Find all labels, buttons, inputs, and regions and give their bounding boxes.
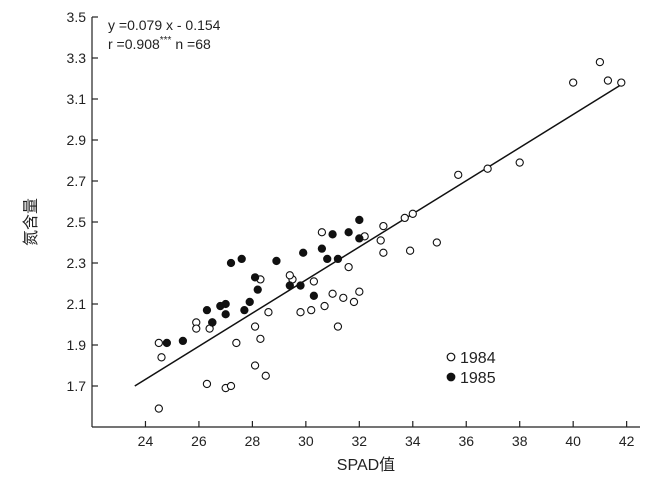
data-point-1984 — [317, 228, 327, 237]
data-point-1984 — [355, 287, 364, 296]
data-point-1984 — [408, 209, 417, 218]
data-point-1985 — [253, 285, 262, 294]
data-point-1984 — [154, 404, 163, 413]
n-value: n =68 — [171, 36, 211, 52]
legend: 1984 1985 — [446, 350, 496, 387]
data-point-1984 — [379, 248, 388, 257]
x-axis-ticks: 24 26 28 30 32 34 36 38 40 42 — [138, 421, 635, 449]
y-axis-title: 氮含量 — [22, 198, 40, 246]
y-tick-label: 2.5 — [67, 214, 87, 230]
data-point-1984 — [307, 305, 316, 315]
data-point-1985 — [323, 254, 332, 264]
data-point-1984 — [157, 353, 166, 362]
data-point-1984 — [202, 379, 212, 389]
data-point-1984 — [400, 213, 409, 223]
x-tick-label: 36 — [458, 433, 474, 449]
data-point-1984 — [569, 78, 578, 87]
data-point-1984 — [320, 301, 329, 311]
data-point-1984 — [264, 308, 273, 317]
y-tick-label: 3.1 — [67, 91, 87, 107]
data-points — [154, 57, 626, 413]
data-point-1984 — [595, 57, 605, 67]
data-point-1985 — [250, 273, 260, 282]
legend-label-1984: 1984 — [460, 350, 496, 367]
x-tick-label: 26 — [191, 433, 207, 449]
legend-label-1985: 1985 — [460, 370, 496, 387]
data-point-1984 — [256, 334, 265, 343]
data-point-1985 — [162, 338, 171, 348]
y-tick-label: 1.9 — [67, 337, 87, 353]
data-point-1985 — [328, 230, 337, 239]
data-point-1984 — [232, 338, 241, 348]
x-tick-label: 42 — [619, 433, 635, 449]
data-point-1984 — [405, 246, 415, 255]
data-point-1984 — [261, 371, 270, 380]
data-point-1985 — [296, 281, 305, 290]
y-tick-label: 2.1 — [67, 296, 87, 312]
data-point-1985 — [309, 291, 319, 300]
data-point-1984 — [296, 308, 305, 317]
data-point-1985 — [317, 244, 327, 253]
data-point-1984 — [617, 78, 626, 87]
y-axis-ticks: 1.7 1.9 2.1 2.3 2.5 2.7 2.9 3.1 3.3 3.5 — [67, 9, 98, 394]
data-point-1985 — [344, 228, 353, 237]
data-point-1984 — [226, 381, 236, 391]
data-point-1984 — [432, 238, 441, 247]
data-point-1984 — [339, 293, 348, 302]
x-tick-label: 38 — [512, 433, 528, 449]
correlation-text: r =0.908*** n =68 — [108, 35, 211, 52]
data-point-1984 — [250, 361, 260, 370]
data-point-1985 — [178, 336, 188, 346]
y-tick-label: 1.7 — [67, 378, 87, 394]
data-point-1985 — [221, 299, 230, 309]
data-point-1984 — [379, 221, 388, 231]
x-tick-label: 34 — [405, 433, 421, 449]
data-point-1985 — [333, 254, 343, 264]
data-point-1984 — [376, 236, 385, 245]
data-point-1984 — [154, 338, 163, 348]
data-point-1984 — [250, 322, 260, 331]
x-tick-label: 32 — [352, 433, 368, 449]
y-tick-label: 2.7 — [67, 173, 87, 189]
data-point-1984 — [515, 158, 524, 167]
significance-stars: *** — [160, 35, 172, 46]
y-tick-label: 3.3 — [67, 50, 87, 66]
y-tick-label: 2.3 — [67, 255, 87, 271]
regression-line — [134, 84, 622, 387]
equation-text: y =0.079 x - 0.154 — [108, 17, 221, 33]
data-point-1984 — [483, 164, 492, 173]
x-tick-label: 40 — [565, 433, 581, 449]
data-point-1985 — [272, 256, 281, 266]
data-point-1984 — [349, 297, 359, 307]
x-axis-title: SPAD值 — [337, 456, 395, 474]
data-point-1985 — [355, 215, 364, 225]
data-point-1985 — [285, 281, 294, 290]
data-point-1984 — [285, 271, 294, 280]
data-point-1985 — [240, 305, 249, 315]
data-point-1985 — [299, 248, 308, 257]
data-point-1984 — [344, 262, 353, 272]
data-point-1985 — [355, 234, 364, 243]
x-tick-label: 30 — [298, 433, 314, 449]
data-point-1985 — [245, 297, 254, 307]
x-tick-label: 24 — [138, 433, 154, 449]
data-point-1984 — [328, 289, 337, 298]
data-point-1985 — [226, 258, 236, 268]
data-point-1985 — [208, 318, 217, 327]
y-tick-label: 3.5 — [67, 9, 87, 25]
data-point-1984 — [333, 322, 343, 331]
x-tick-label: 28 — [245, 433, 261, 449]
data-point-1984 — [454, 170, 463, 179]
data-point-1984 — [309, 277, 319, 286]
legend-marker-1985 — [446, 372, 456, 382]
data-point-1984 — [192, 324, 201, 333]
r-value: r =0.908 — [108, 36, 160, 52]
data-point-1985 — [221, 310, 230, 319]
data-point-1985 — [202, 305, 212, 315]
y-tick-label: 2.9 — [67, 132, 87, 148]
data-point-1985 — [237, 254, 246, 264]
legend-marker-1984 — [446, 352, 456, 362]
data-point-1984 — [603, 76, 613, 85]
